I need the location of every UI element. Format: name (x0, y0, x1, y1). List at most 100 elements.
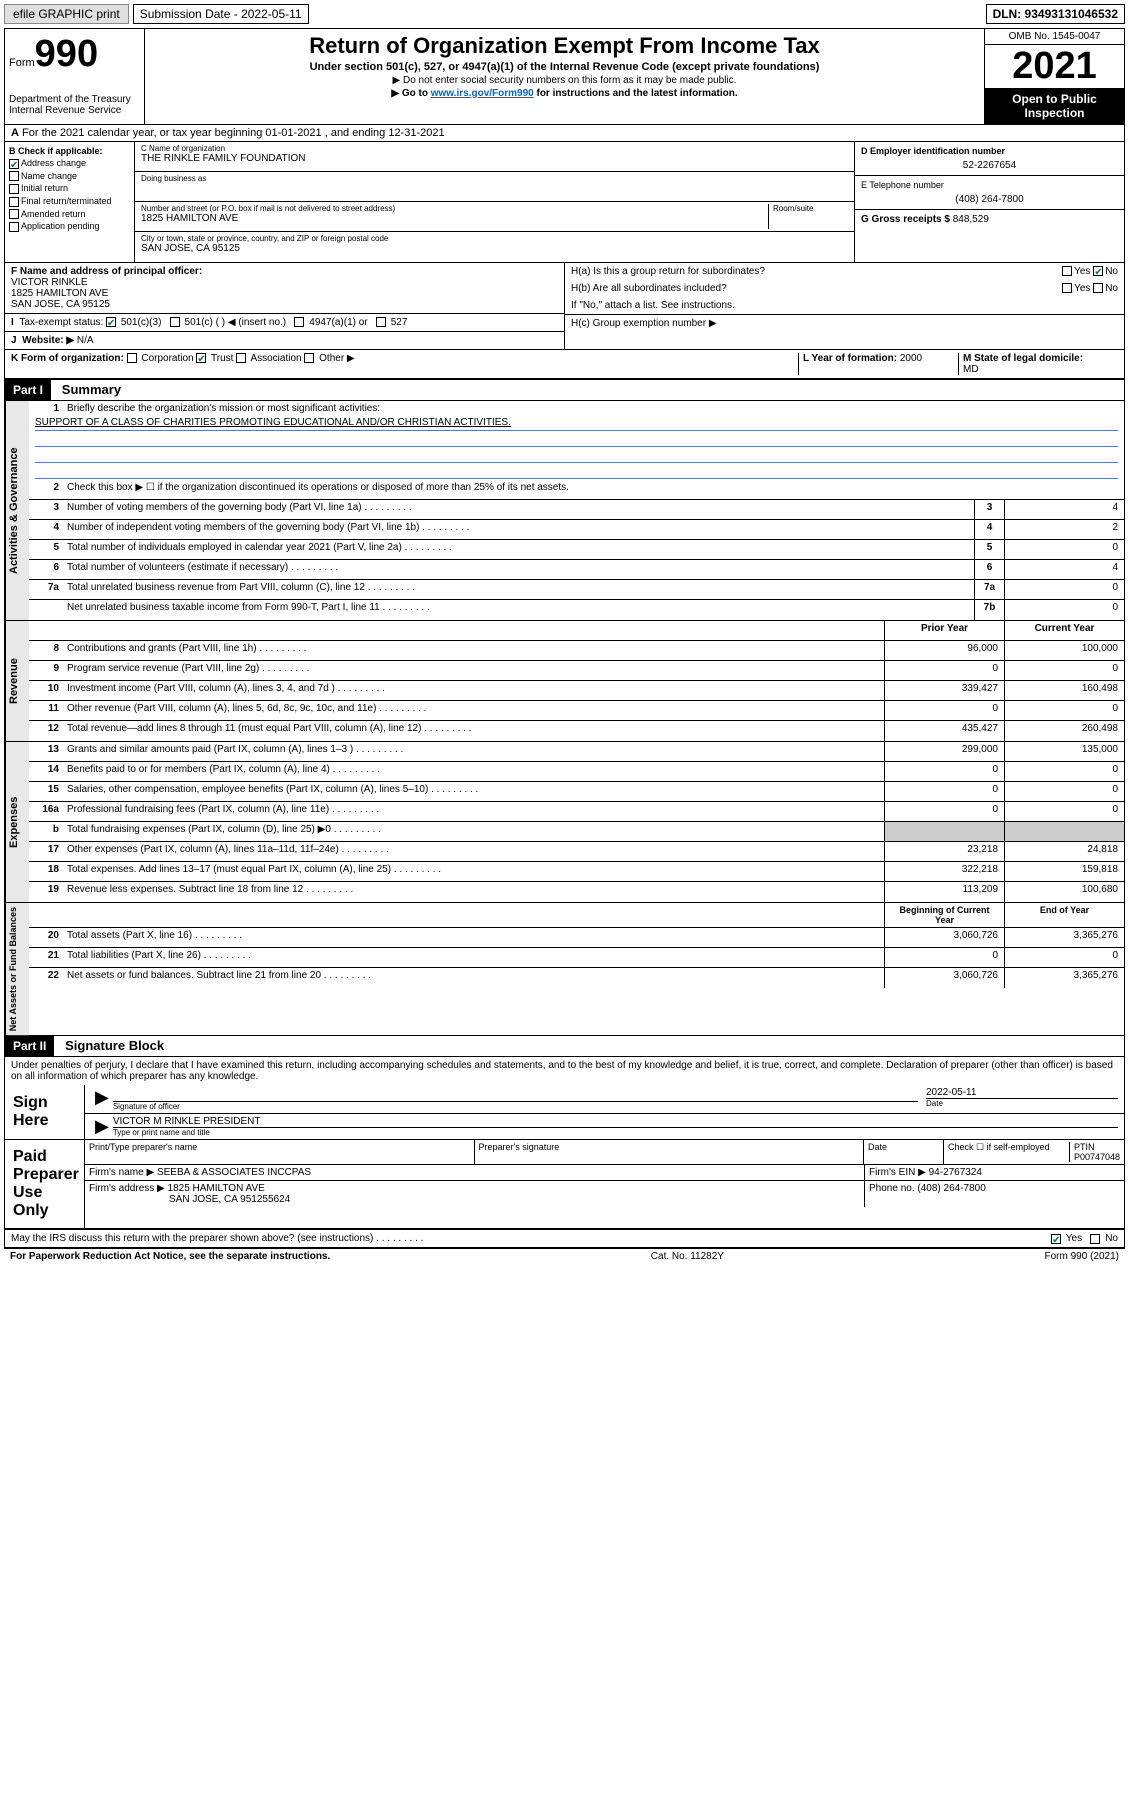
irs-form990-link[interactable]: www.irs.gov/Form990 (431, 88, 534, 99)
chk-name-change[interactable]: Name change (9, 171, 130, 182)
room-label: Room/suite (773, 204, 848, 213)
hb-no[interactable] (1093, 283, 1103, 293)
cat-no: Cat. No. 11282Y (651, 1251, 724, 1262)
line-num: 13 (29, 742, 63, 761)
col-current: Current Year (1004, 621, 1124, 640)
firm-name: SEEBA & ASSOCIATES INCCPAS (157, 1167, 311, 1178)
org-name: THE RINKLE FAMILY FOUNDATION (141, 153, 848, 164)
m-label: M State of legal domicile: (963, 353, 1083, 364)
line-num: 10 (29, 681, 63, 700)
q2: Check this box ▶ ☐ if the organization d… (63, 480, 1124, 499)
chk-other[interactable] (304, 353, 314, 363)
prior-value: 435,427 (884, 721, 1004, 741)
line-box: 6 (974, 560, 1004, 579)
omb-number: OMB No. 1545-0047 (985, 29, 1124, 45)
firm-ein-label: Firm's EIN ▶ (869, 1167, 926, 1178)
chk-address-change[interactable]: Address change (9, 158, 130, 169)
sign-here-label: Sign Here (5, 1085, 85, 1139)
tax-year: 2021 (985, 45, 1124, 88)
col-beginning: Beginning of Current Year (884, 903, 1004, 927)
hb-label: H(b) Are all subordinates included? (571, 283, 727, 294)
line-desc: Total assets (Part X, line 16) (63, 928, 884, 947)
j-label: Website: ▶ (22, 335, 74, 346)
line-desc: Net assets or fund balances. Subtract li… (63, 968, 884, 988)
k-label: K Form of organization: (11, 353, 124, 364)
line-num: b (29, 822, 63, 841)
ha-yes[interactable] (1062, 266, 1072, 276)
line-num: 9 (29, 661, 63, 680)
chk-final-return[interactable]: Final return/terminated (9, 196, 130, 207)
dept-treasury: Department of the Treasury (9, 94, 140, 105)
hb-yes[interactable] (1062, 283, 1072, 293)
mission-text: SUPPORT OF A CLASS OF CHARITIES PROMOTIN… (35, 417, 1118, 431)
tab-expenses: Expenses (5, 742, 29, 902)
penalties-text: Under penalties of perjury, I declare th… (5, 1057, 1124, 1085)
paperwork-notice: For Paperwork Reduction Act Notice, see … (10, 1251, 330, 1262)
chk-527[interactable] (376, 317, 386, 327)
part2-title: Signature Block (57, 1038, 164, 1053)
discuss-yes[interactable] (1051, 1234, 1061, 1244)
part1-title: Summary (54, 382, 121, 397)
discuss-question: May the IRS discuss this return with the… (11, 1233, 423, 1244)
chk-501c3[interactable] (106, 317, 116, 327)
chk-501c[interactable] (170, 317, 180, 327)
line-desc: Professional fundraising fees (Part IX, … (63, 802, 884, 821)
prep-date-label: Date (864, 1140, 944, 1165)
current-value: 0 (1004, 802, 1124, 821)
prior-value (884, 822, 1004, 841)
dln: DLN: 93493131046532 (986, 4, 1125, 24)
current-value: 260,498 (1004, 721, 1124, 741)
ha-no[interactable] (1093, 266, 1103, 276)
prior-value: 96,000 (884, 641, 1004, 660)
efile-print-button[interactable]: efile GRAPHIC print (4, 4, 129, 24)
current-value (1004, 822, 1124, 841)
chk-initial-return[interactable]: Initial return (9, 183, 130, 194)
line-desc: Total number of volunteers (estimate if … (63, 560, 974, 579)
chk-assoc[interactable] (236, 353, 246, 363)
line-desc: Total fundraising expenses (Part IX, col… (63, 822, 884, 841)
line-value: 2 (1004, 520, 1124, 539)
form-number: 990 (35, 33, 98, 75)
current-value: 0 (1004, 782, 1124, 801)
sig-date-label: Date (926, 1098, 1118, 1108)
line-value: 4 (1004, 560, 1124, 579)
chk-amended-return[interactable]: Amended return (9, 209, 130, 220)
line-desc: Total liabilities (Part X, line 26) (63, 948, 884, 967)
year-formation: 2000 (900, 353, 922, 364)
g-gross-label: G Gross receipts $ (861, 214, 950, 225)
line-num: 18 (29, 862, 63, 881)
form-ref: Form 990 (2021) (1045, 1251, 1119, 1262)
line-desc: Total number of individuals employed in … (63, 540, 974, 559)
line-num: 16a (29, 802, 63, 821)
line-value: 0 (1004, 580, 1124, 599)
street-address: 1825 HAMILTON AVE (141, 213, 768, 224)
line-desc: Total revenue—add lines 8 through 11 (mu… (63, 721, 884, 741)
line-num: 3 (29, 500, 63, 519)
ein-value: 52-2267654 (861, 160, 1118, 171)
chk-trust[interactable] (196, 353, 206, 363)
row-a-taxyear: A For the 2021 calendar year, or tax yea… (5, 125, 1124, 142)
line-box: 3 (974, 500, 1004, 519)
line-desc: Net unrelated business taxable income fr… (63, 600, 974, 620)
i-label: Tax-exempt status: (19, 317, 103, 328)
firm-addr2: SAN JOSE, CA 951255624 (89, 1194, 290, 1205)
line-desc: Number of independent voting members of … (63, 520, 974, 539)
prior-value: 339,427 (884, 681, 1004, 700)
line-box: 4 (974, 520, 1004, 539)
sig-officer-label: Signature of officer (113, 1101, 918, 1111)
state-domicile: MD (963, 364, 979, 375)
line-desc: Number of voting members of the governin… (63, 500, 974, 519)
line-value: 0 (1004, 540, 1124, 559)
chk-corp[interactable] (127, 353, 137, 363)
current-value: 159,818 (1004, 862, 1124, 881)
current-value: 0 (1004, 701, 1124, 720)
b-label: B Check if applicable: (9, 146, 103, 156)
discuss-no[interactable] (1090, 1234, 1100, 1244)
hb-note: If "No," attach a list. See instructions… (565, 297, 1124, 315)
line-num: 17 (29, 842, 63, 861)
chk-4947[interactable] (294, 317, 304, 327)
prior-value: 322,218 (884, 862, 1004, 881)
col-end: End of Year (1004, 903, 1124, 927)
prep-self-employed: Check ☐ if self-employed (948, 1142, 1069, 1162)
chk-application-pending[interactable]: Application pending (9, 221, 130, 232)
